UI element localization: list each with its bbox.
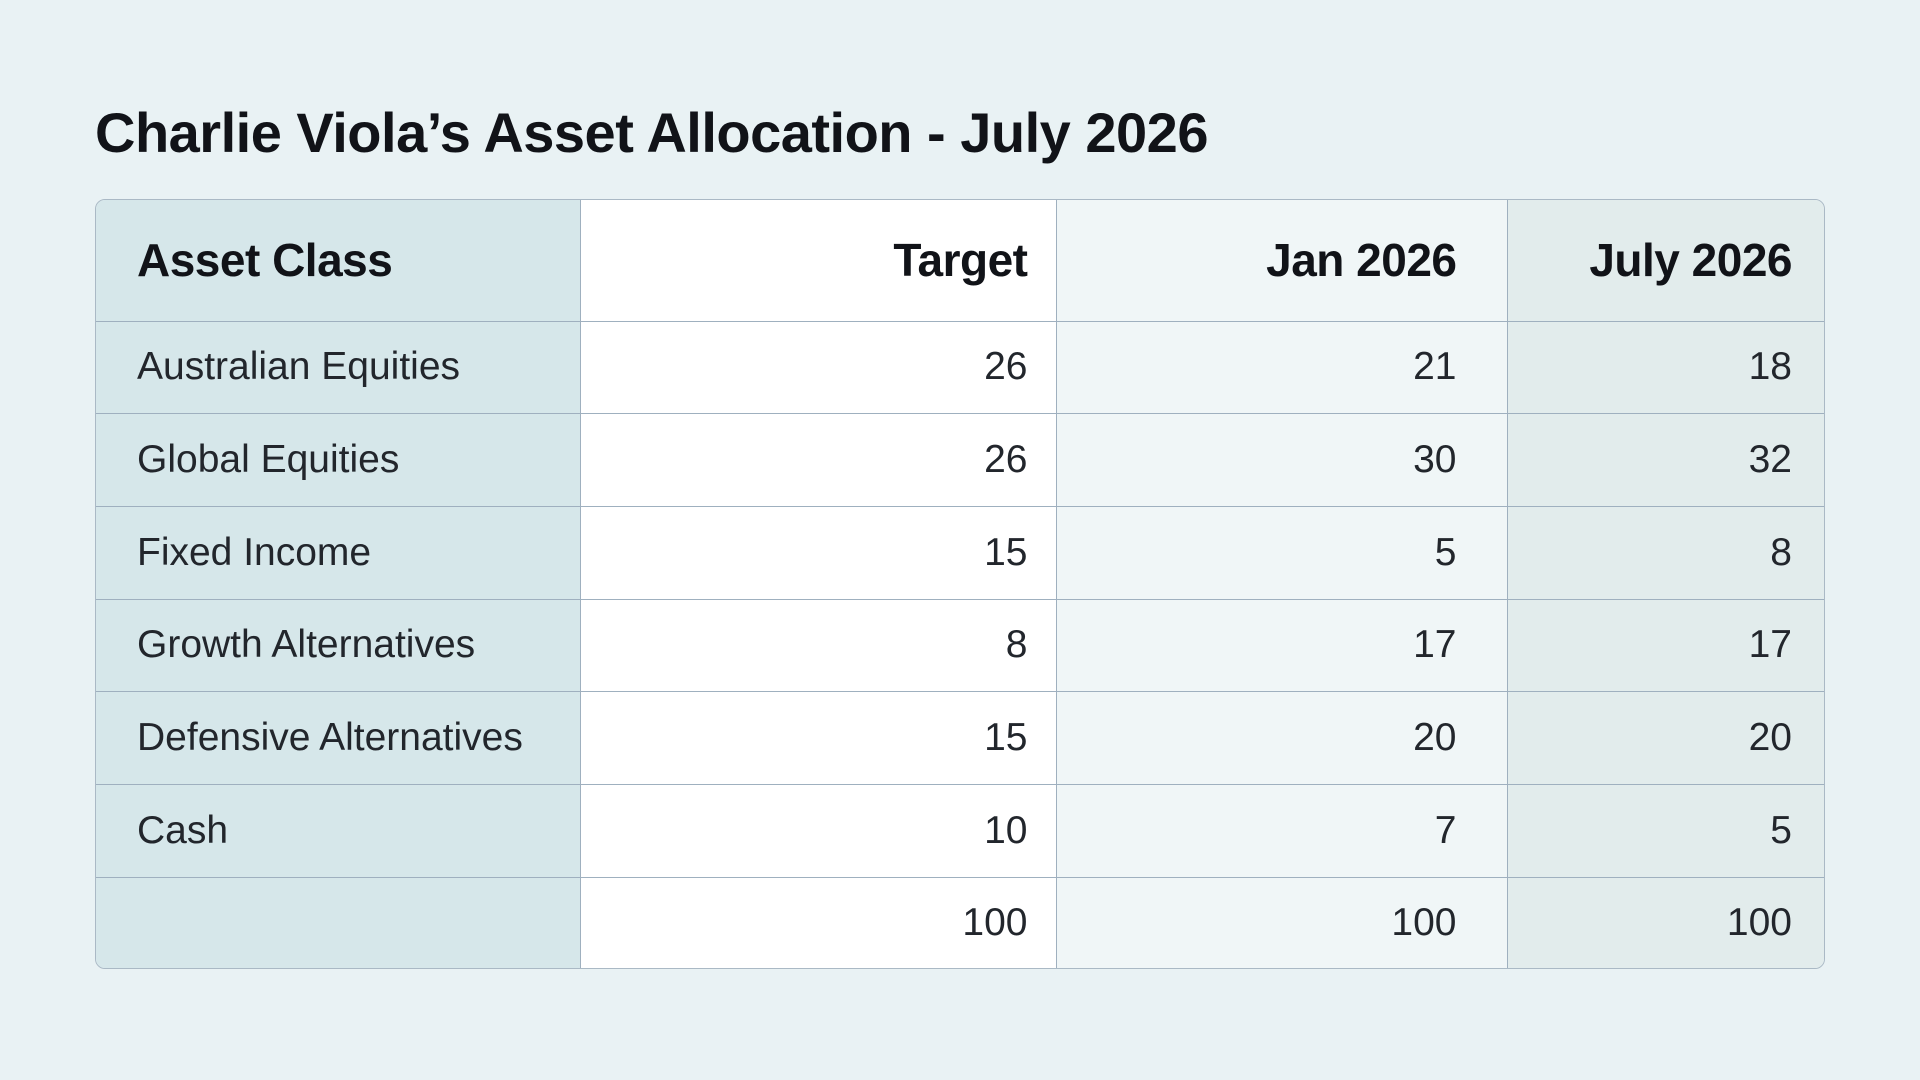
- asset-allocation-table: Asset Class Target Jan 2026 July 2026 Au…: [95, 199, 1825, 969]
- july-2026-cell: 32: [1507, 413, 1824, 507]
- july-2026-cell: 8: [1507, 506, 1824, 600]
- jan-2026-cell: 30: [1056, 413, 1508, 507]
- header-asset-class: Asset Class: [96, 200, 581, 322]
- totals-label-cell: [96, 877, 581, 968]
- asset-class-cell: Global Equities: [96, 413, 581, 507]
- table-row: Cash 10 7 5: [96, 784, 1824, 878]
- table-row: Australian Equities 26 21 18: [96, 321, 1824, 415]
- header-jan-2026: Jan 2026: [1056, 200, 1508, 322]
- jan-2026-cell: 17: [1056, 599, 1508, 693]
- target-cell: 10: [580, 784, 1057, 878]
- jan-2026-cell: 21: [1056, 321, 1508, 415]
- july-2026-cell: 17: [1507, 599, 1824, 693]
- target-cell: 15: [580, 691, 1057, 786]
- july-2026-total-cell: 100: [1507, 877, 1824, 968]
- target-cell: 26: [580, 321, 1057, 415]
- asset-class-cell: Cash: [96, 784, 581, 878]
- target-total-cell: 100: [580, 877, 1057, 968]
- table-row: Global Equities 26 30 32: [96, 413, 1824, 507]
- header-july-2026: July 2026: [1507, 200, 1824, 322]
- allocation-grid: Asset Class Target Jan 2026 July 2026 Au…: [96, 200, 1824, 968]
- jan-2026-total-cell: 100: [1056, 877, 1508, 968]
- july-2026-cell: 5: [1507, 784, 1824, 878]
- target-cell: 8: [580, 599, 1057, 693]
- asset-class-cell: Australian Equities: [96, 321, 581, 415]
- target-cell: 15: [580, 506, 1057, 600]
- page-title: Charlie Viola’s Asset Allocation - July …: [95, 101, 1208, 164]
- table-row: Defensive Alternatives 15 20 20: [96, 691, 1824, 786]
- table-row: Fixed Income 15 5 8: [96, 506, 1824, 600]
- table-header-row: Asset Class Target Jan 2026 July 2026: [96, 200, 1824, 322]
- asset-class-cell: Defensive Alternatives: [96, 691, 581, 786]
- table-row: Growth Alternatives 8 17 17: [96, 599, 1824, 693]
- header-target: Target: [580, 200, 1057, 322]
- july-2026-cell: 20: [1507, 691, 1824, 786]
- jan-2026-cell: 5: [1056, 506, 1508, 600]
- jan-2026-cell: 20: [1056, 691, 1508, 786]
- asset-class-cell: Fixed Income: [96, 506, 581, 600]
- target-cell: 26: [580, 413, 1057, 507]
- asset-class-cell: Growth Alternatives: [96, 599, 581, 693]
- jan-2026-cell: 7: [1056, 784, 1508, 878]
- totals-row: 100 100 100: [96, 877, 1824, 968]
- july-2026-cell: 18: [1507, 321, 1824, 415]
